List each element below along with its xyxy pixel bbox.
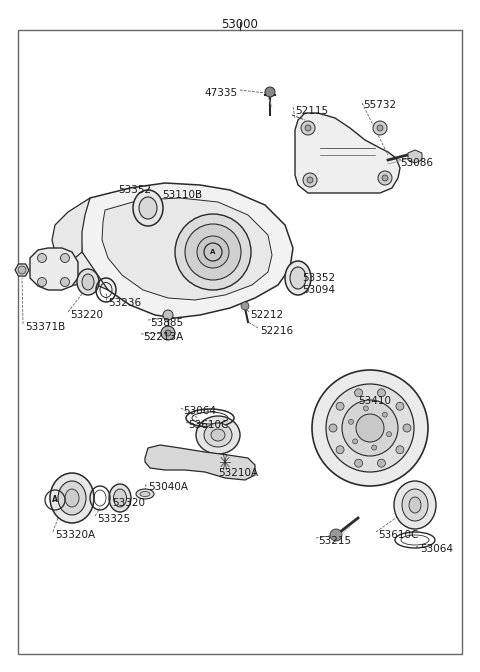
Text: 53885: 53885 [150, 318, 183, 328]
Ellipse shape [136, 489, 154, 499]
Text: 52213A: 52213A [143, 332, 183, 342]
Text: 53094: 53094 [302, 285, 335, 295]
Circle shape [356, 414, 384, 442]
Text: 53325: 53325 [97, 514, 130, 524]
Text: 53352: 53352 [302, 273, 335, 283]
Polygon shape [52, 198, 90, 258]
Circle shape [303, 173, 317, 187]
Text: 53610C: 53610C [378, 530, 419, 540]
Ellipse shape [109, 484, 131, 512]
Circle shape [336, 446, 344, 454]
Text: 53040A: 53040A [148, 482, 188, 492]
Circle shape [265, 87, 275, 97]
Polygon shape [408, 150, 422, 163]
Ellipse shape [402, 489, 428, 521]
Text: 53064: 53064 [183, 406, 216, 416]
Ellipse shape [290, 267, 306, 289]
Text: A: A [210, 249, 216, 255]
Circle shape [336, 403, 344, 410]
Text: 53320: 53320 [112, 498, 145, 508]
Circle shape [355, 459, 362, 467]
Polygon shape [145, 445, 255, 480]
Circle shape [363, 406, 368, 411]
Circle shape [377, 459, 385, 467]
Circle shape [396, 446, 404, 454]
Text: 53236: 53236 [108, 298, 141, 308]
Circle shape [37, 278, 47, 286]
Text: 53064: 53064 [420, 544, 453, 554]
Text: 53610C: 53610C [188, 420, 228, 430]
Text: 53410: 53410 [358, 396, 391, 406]
Circle shape [37, 253, 47, 263]
Circle shape [330, 529, 342, 541]
Circle shape [383, 412, 387, 417]
Circle shape [355, 389, 362, 396]
Circle shape [382, 175, 388, 181]
Ellipse shape [58, 481, 86, 515]
Circle shape [372, 445, 377, 450]
Circle shape [197, 236, 229, 268]
Circle shape [241, 302, 249, 310]
Circle shape [377, 389, 385, 396]
Ellipse shape [140, 491, 150, 497]
Circle shape [161, 326, 175, 340]
Circle shape [329, 424, 337, 432]
Text: 53110B: 53110B [162, 190, 202, 200]
Polygon shape [80, 183, 293, 318]
Text: 53220: 53220 [70, 310, 103, 320]
Text: 52115: 52115 [295, 106, 328, 116]
Circle shape [312, 370, 428, 486]
Circle shape [60, 278, 70, 286]
Ellipse shape [196, 416, 240, 454]
Ellipse shape [50, 473, 94, 523]
Circle shape [326, 384, 414, 472]
Text: 53086: 53086 [400, 158, 433, 168]
Text: 52216: 52216 [260, 326, 293, 336]
Circle shape [185, 224, 241, 280]
Polygon shape [45, 252, 108, 290]
Text: 53000: 53000 [222, 18, 258, 31]
Ellipse shape [285, 261, 311, 295]
Circle shape [18, 266, 26, 274]
Circle shape [301, 121, 315, 135]
Circle shape [378, 171, 392, 185]
Circle shape [403, 424, 411, 432]
Circle shape [307, 177, 313, 183]
Text: A: A [52, 495, 58, 505]
Text: 53371B: 53371B [25, 322, 65, 332]
Circle shape [396, 403, 404, 410]
Text: 53210A: 53210A [218, 468, 258, 478]
Circle shape [348, 419, 353, 424]
Circle shape [175, 214, 251, 290]
Text: 55732: 55732 [363, 100, 396, 110]
Polygon shape [15, 264, 29, 276]
Circle shape [377, 125, 383, 131]
Ellipse shape [113, 489, 127, 507]
Circle shape [342, 400, 398, 456]
Circle shape [305, 125, 311, 131]
Circle shape [386, 431, 392, 437]
Ellipse shape [133, 190, 163, 226]
Ellipse shape [77, 269, 99, 295]
Polygon shape [295, 113, 400, 193]
Text: 52212: 52212 [250, 310, 283, 320]
Ellipse shape [409, 497, 421, 513]
Ellipse shape [211, 429, 225, 441]
Text: 53215: 53215 [318, 536, 351, 546]
Ellipse shape [65, 489, 79, 507]
Circle shape [373, 121, 387, 135]
Circle shape [353, 439, 358, 444]
Text: 47335: 47335 [205, 88, 238, 98]
Polygon shape [102, 198, 272, 300]
Ellipse shape [204, 423, 232, 447]
Ellipse shape [394, 481, 436, 529]
Text: 53352: 53352 [118, 185, 151, 195]
Text: 53320A: 53320A [55, 530, 95, 540]
Circle shape [60, 253, 70, 263]
Circle shape [165, 330, 171, 336]
Ellipse shape [82, 274, 94, 290]
Ellipse shape [139, 197, 157, 219]
Polygon shape [30, 248, 78, 290]
Circle shape [163, 310, 173, 320]
